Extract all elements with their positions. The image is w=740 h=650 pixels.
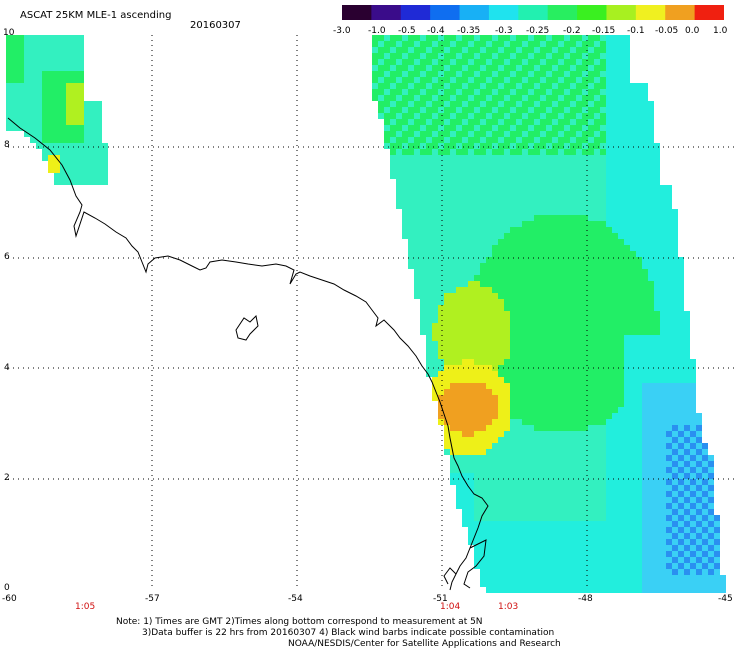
ascat-swath-northwest xyxy=(6,35,108,185)
lon-label: -57 xyxy=(145,594,160,604)
lat-label: 6 xyxy=(4,252,10,262)
colorbar-tick-label: -0.3 xyxy=(495,26,513,36)
colorbar-segment xyxy=(518,5,549,20)
colorbar-tick-label: -3.0 xyxy=(333,26,351,36)
lon-label: -51 xyxy=(433,594,448,604)
colorbar-tick-label: -0.4 xyxy=(427,26,445,36)
colorbar-tick-label: -0.25 xyxy=(526,26,550,36)
colorbar-segment xyxy=(694,5,724,20)
colorbar-tick-label: -0.5 xyxy=(398,26,416,36)
colorbar-segment xyxy=(606,5,637,20)
lon-label: -60 xyxy=(2,594,17,604)
colorbar-segment xyxy=(430,5,461,20)
lat-label: 0 xyxy=(4,583,10,593)
colorbar-segment xyxy=(400,5,431,20)
colorbar-tick-label: 0.0 xyxy=(685,26,700,36)
colorbar-segment xyxy=(577,5,608,20)
lon-label: -54 xyxy=(288,594,303,604)
footnote-line-3: NOAA/NESDIS/Center for Satellite Applica… xyxy=(288,639,561,649)
product-date: 20160307 xyxy=(190,20,241,31)
lon-label: -45 xyxy=(718,594,733,604)
ascat-swath-east xyxy=(372,35,726,593)
coastline-inlet xyxy=(443,539,487,589)
colorbar-tick-label: -0.15 xyxy=(592,26,616,36)
colorbar-segment xyxy=(459,5,490,20)
lat-label: 8 xyxy=(4,140,10,150)
footnote-line-2: 3)Data buffer is 22 hrs from 20160307 4)… xyxy=(142,628,555,638)
coastline xyxy=(7,117,489,591)
colorbar-segment xyxy=(547,5,578,20)
colorbar-tick-label: -0.35 xyxy=(457,26,481,36)
colorbar-tick-label: -0.2 xyxy=(563,26,581,36)
pass-time-label: 1:04 xyxy=(440,602,461,612)
colorbar-tick-label: -0.05 xyxy=(655,26,679,36)
lat-lon-grid xyxy=(8,35,735,590)
colorbar-tick-label: 1.0 xyxy=(713,26,728,36)
island xyxy=(235,314,259,341)
colorbar-segment xyxy=(635,5,666,20)
pass-time-label: 1:03 xyxy=(498,602,519,612)
colorbar-tick-label: -1.0 xyxy=(368,26,386,36)
footnote-line-1: Note: 1) Times are GMT 2)Times along bot… xyxy=(116,617,483,627)
colorbar-segment xyxy=(665,5,696,20)
colorbar-tick-label: -0.1 xyxy=(627,26,645,36)
colorbar-segment xyxy=(342,5,372,20)
lat-label: 2 xyxy=(4,473,10,483)
lat-label: 4 xyxy=(4,363,10,373)
colorbar xyxy=(342,5,724,20)
pass-time-label: 1:05 xyxy=(75,602,96,612)
colorbar-segment xyxy=(488,5,519,20)
colorbar-segment xyxy=(371,5,402,20)
lat-label: 10 xyxy=(3,28,15,38)
product-title: ASCAT 25KM MLE-1 ascending xyxy=(20,10,172,21)
lon-label: -48 xyxy=(578,594,593,604)
